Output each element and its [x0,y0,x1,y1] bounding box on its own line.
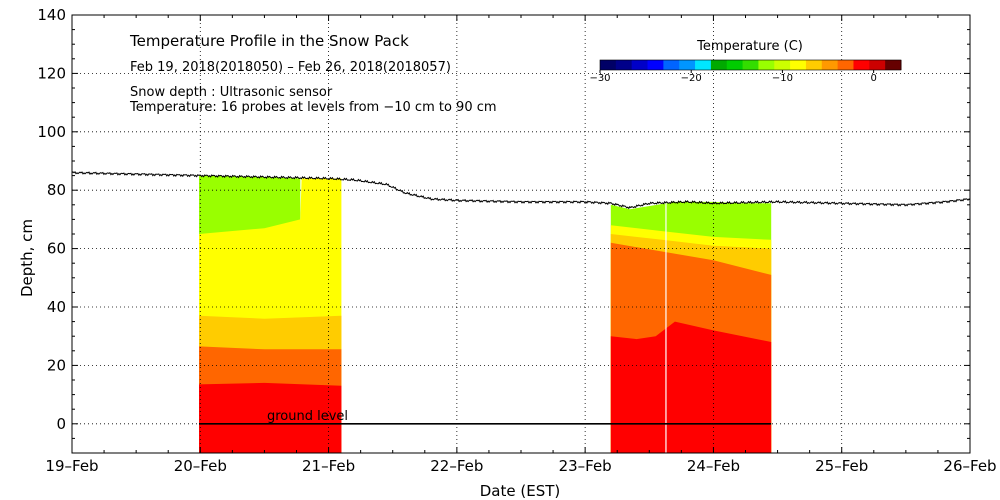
colorbar-swatch [710,60,728,70]
y-axis-label: Depth, cm [18,219,36,297]
colorbar-swatch [631,60,649,70]
colorbar-swatch [790,60,807,70]
chart-subtitle: Feb 19, 2018(2018050) – Feb 26, 2018(201… [130,60,451,75]
snow-depth-series [71,170,971,210]
colorbar-tick-label: −20 [681,73,702,84]
colorbar-swatch [695,60,712,70]
colorbar-swatch [600,60,617,70]
temperature-blocks [199,175,772,453]
y-tick-label: 0 [56,415,66,433]
x-tick-label: 24–Feb [687,457,740,475]
colorbar-swatch [726,60,744,70]
y-tick-label: 120 [37,64,66,82]
x-tick-label: 23–Feb [559,457,612,475]
ground-level: ground level [199,409,772,425]
colorbar-swatch [663,60,680,70]
x-axis-ticks: 19–Feb 20–Feb 21–Feb 22–Feb 23–Feb 24–Feb 25–F… [45,15,997,475]
y-tick-label: 100 [37,123,66,141]
x-tick-label: 22–Feb [430,457,483,475]
colorbar-title: Temperature (C) [696,39,803,54]
colorbar-swatch [869,60,886,70]
x-axis-label: Date (EST) [480,482,561,500]
chart-title: Temperature Profile in the Snow Pack [129,32,409,50]
colorbar-swatch [805,60,823,70]
y-tick-label: 40 [47,298,66,316]
snow-depth-line [71,170,971,210]
note-snow-depth: Snow depth : Ultrasonic sensor [130,85,333,100]
y-tick-label: 140 [37,6,66,24]
temperature-layer-1-0 [610,321,772,453]
colorbar-swatch [647,60,664,70]
colorbar-swatch [774,60,791,70]
colorbar-swatch [821,60,839,70]
y-tick-label: 80 [47,181,66,199]
y-axis-ticks: 0 20 40 60 80 100 120 140 [37,6,970,454]
colorbar-swatch [742,60,759,70]
x-tick-label: 21–Feb [302,457,355,475]
x-tick-label: 26–Feb [943,457,996,475]
temperature-layer-0-0 [199,382,342,453]
ground-level-label: ground level [267,409,348,424]
note-temperature: Temperature: 16 probes at levels from −1… [129,100,497,115]
colorbar-tick-label: −10 [772,73,793,84]
colorbar-swatch [679,60,696,70]
y-tick-label: 20 [47,356,66,374]
colorbar-tick-label: −30 [589,73,610,84]
colorbar-swatch [885,60,902,70]
colorbar-swatch [837,60,854,70]
colorbar-border [599,59,902,71]
colorbar-tick-label: 0 [870,73,876,84]
x-tick-label: 19–Feb [45,457,98,475]
y-tick-label: 60 [47,240,66,258]
colorbar-swatch [853,60,870,70]
colorbar-swatch [615,60,633,70]
colorbar-swatch [758,60,775,70]
temperature-colorbar: −30 −20 −10 0 [589,59,902,84]
x-tick-label: 25–Feb [815,457,868,475]
x-tick-label: 20–Feb [174,457,227,475]
